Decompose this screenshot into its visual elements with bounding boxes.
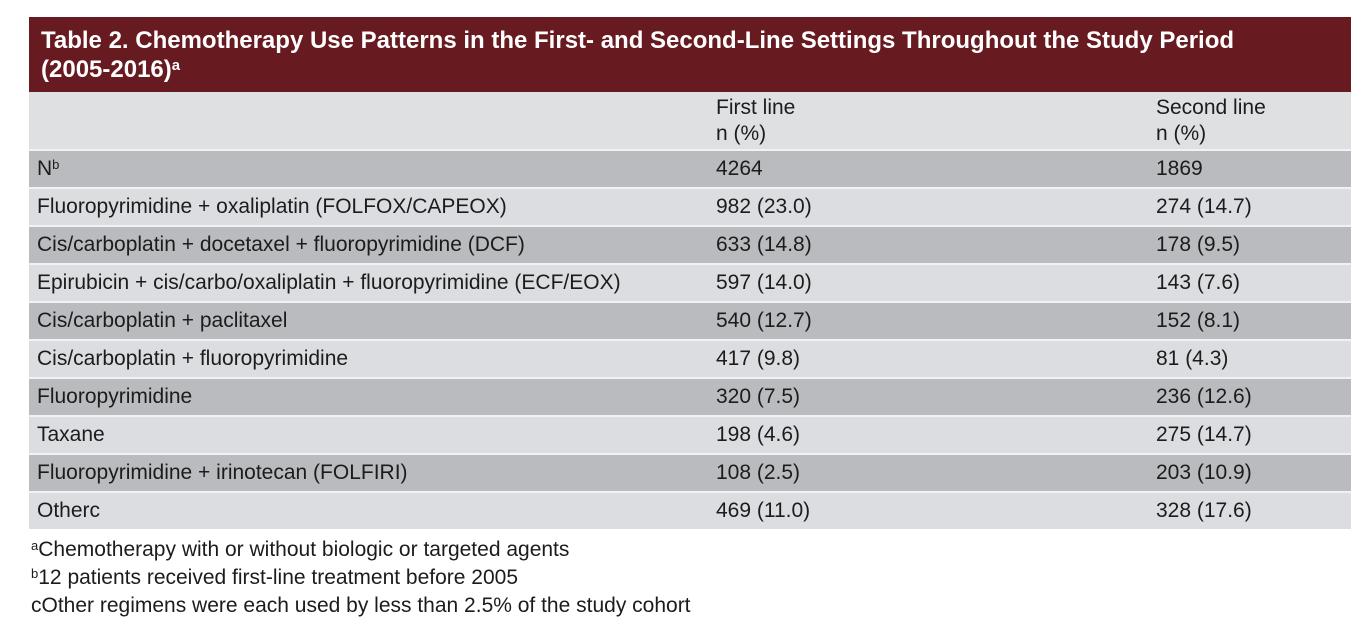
second-line-value: 274 (14.7) [1156,187,1351,226]
regimen-label: Nb [29,149,716,188]
first-line-value: 4264 [716,149,1156,188]
regimen-label: Fluoropyrimidine [29,377,716,416]
first-line-value: 469 (11.0) [716,491,1156,529]
footnotes: aChemotherapy with or without biologic o… [29,529,1351,618]
first-line-value: 540 (12.7) [716,301,1156,340]
table-header: First line n (%) Second line n (%) [29,92,1351,150]
regimen-label: Otherc [29,491,716,529]
second-line-value: 152 (8.1) [1156,301,1351,340]
first-line-value: 320 (7.5) [716,377,1156,416]
first-line-value: 633 (14.8) [716,225,1156,264]
first-line-column-header: First line n (%) [716,92,1156,150]
table-row: Fluoropyrimidine + irinotecan (FOLFIRI) 1… [29,453,1351,492]
second-line-value: 275 (14.7) [1156,415,1351,454]
row-label-superscript: b [52,157,60,173]
footnote-a: aChemotherapy with or without biologic o… [31,536,1351,564]
first-line-value: 982 (23.0) [716,187,1156,226]
table-title-superscript: a [171,58,181,75]
table-row: Otherc 469 (11.0) 328 (17.6) [29,491,1351,529]
table-row: Epirubicin + cis/carbo/oxaliplatin + flu… [29,263,1351,302]
footnote-text: Chemotherapy with or without biologic or… [38,538,570,561]
table-row: Cis/carboplatin + fluoropyrimidine 417 (9… [29,339,1351,378]
first-line-value: 108 (2.5) [716,453,1156,492]
footnote-b: b12 patients received first-line treatme… [31,564,1351,592]
first-line-header-line2: n (%) [716,121,767,145]
second-line-header-line2: n (%) [1156,121,1207,145]
second-line-header-line1: Second line [1156,95,1266,119]
first-line-value: 198 (4.6) [716,415,1156,454]
table-row: Cis/carboplatin + paclitaxel 540 (12.7) 15… [29,301,1351,340]
first-line-value: 417 (9.8) [716,339,1156,378]
regimen-label: Fluoropyrimidine + irinotecan (FOLFIRI) [29,453,716,492]
regimen-label: Epirubicin + cis/carbo/oxaliplatin + flu… [29,263,716,302]
regimen-column-header [29,92,716,150]
table-title-line2-text: (2005-2016) [41,56,172,83]
table-row: Fluoropyrimidine + oxaliplatin (FOLFOX/C… [29,187,1351,226]
chemotherapy-table: First line n (%) Second line n (%) Nb 426… [29,92,1351,529]
table-row: Cis/carboplatin + docetaxel + fluoropyri… [29,225,1351,264]
footnote-c: cOther regimens were each used by less t… [31,592,1351,618]
table-title-line2: (2005-2016)a [41,55,1337,84]
table-title-line1: Table 2. Chemotherapy Use Patterns in th… [41,27,1235,54]
first-line-header-line1: First line [716,95,796,119]
second-line-value: 143 (7.6) [1156,263,1351,302]
first-line-value: 597 (14.0) [716,263,1156,302]
regimen-label: Cis/carboplatin + paclitaxel [29,301,716,340]
table-title-bar: Table 2. Chemotherapy Use Patterns in th… [29,17,1351,92]
footnote-marker: a [31,538,39,554]
regimen-label: Taxane [29,415,716,454]
second-line-column-header: Second line n (%) [1156,92,1351,150]
second-line-value: 178 (9.5) [1156,225,1351,264]
column-header-row: First line n (%) Second line n (%) [29,92,1351,150]
second-line-value: 328 (17.6) [1156,491,1351,529]
footnote-text: Other regimens were each used by less th… [41,594,691,617]
footnote-marker: c [31,594,42,617]
regimen-label: Cis/carboplatin + fluoropyrimidine [29,339,716,378]
table-body: Nb 4264 1869 Fluoropyrimidine + oxaliplatin… [29,149,1351,529]
table-row: Fluoropyrimidine 320 (7.5) 236 (12.6) [29,377,1351,416]
second-line-value: 1869 [1156,149,1351,188]
footnote-text: 12 patients received first-line treatmen… [38,566,519,589]
regimen-label: Cis/carboplatin + docetaxel + fluoropyri… [29,225,716,264]
second-line-value: 236 (12.6) [1156,377,1351,416]
regimen-label: Fluoropyrimidine + oxaliplatin (FOLFOX/C… [29,187,716,226]
second-line-value: 81 (4.3) [1156,339,1351,378]
table-2: Table 2. Chemotherapy Use Patterns in th… [29,17,1351,618]
second-line-value: 203 (10.9) [1156,453,1351,492]
table-row: Nb 4264 1869 [29,149,1351,188]
footnote-marker: b [31,566,39,582]
table-row: Taxane 198 (4.6) 275 (14.7) [29,415,1351,454]
